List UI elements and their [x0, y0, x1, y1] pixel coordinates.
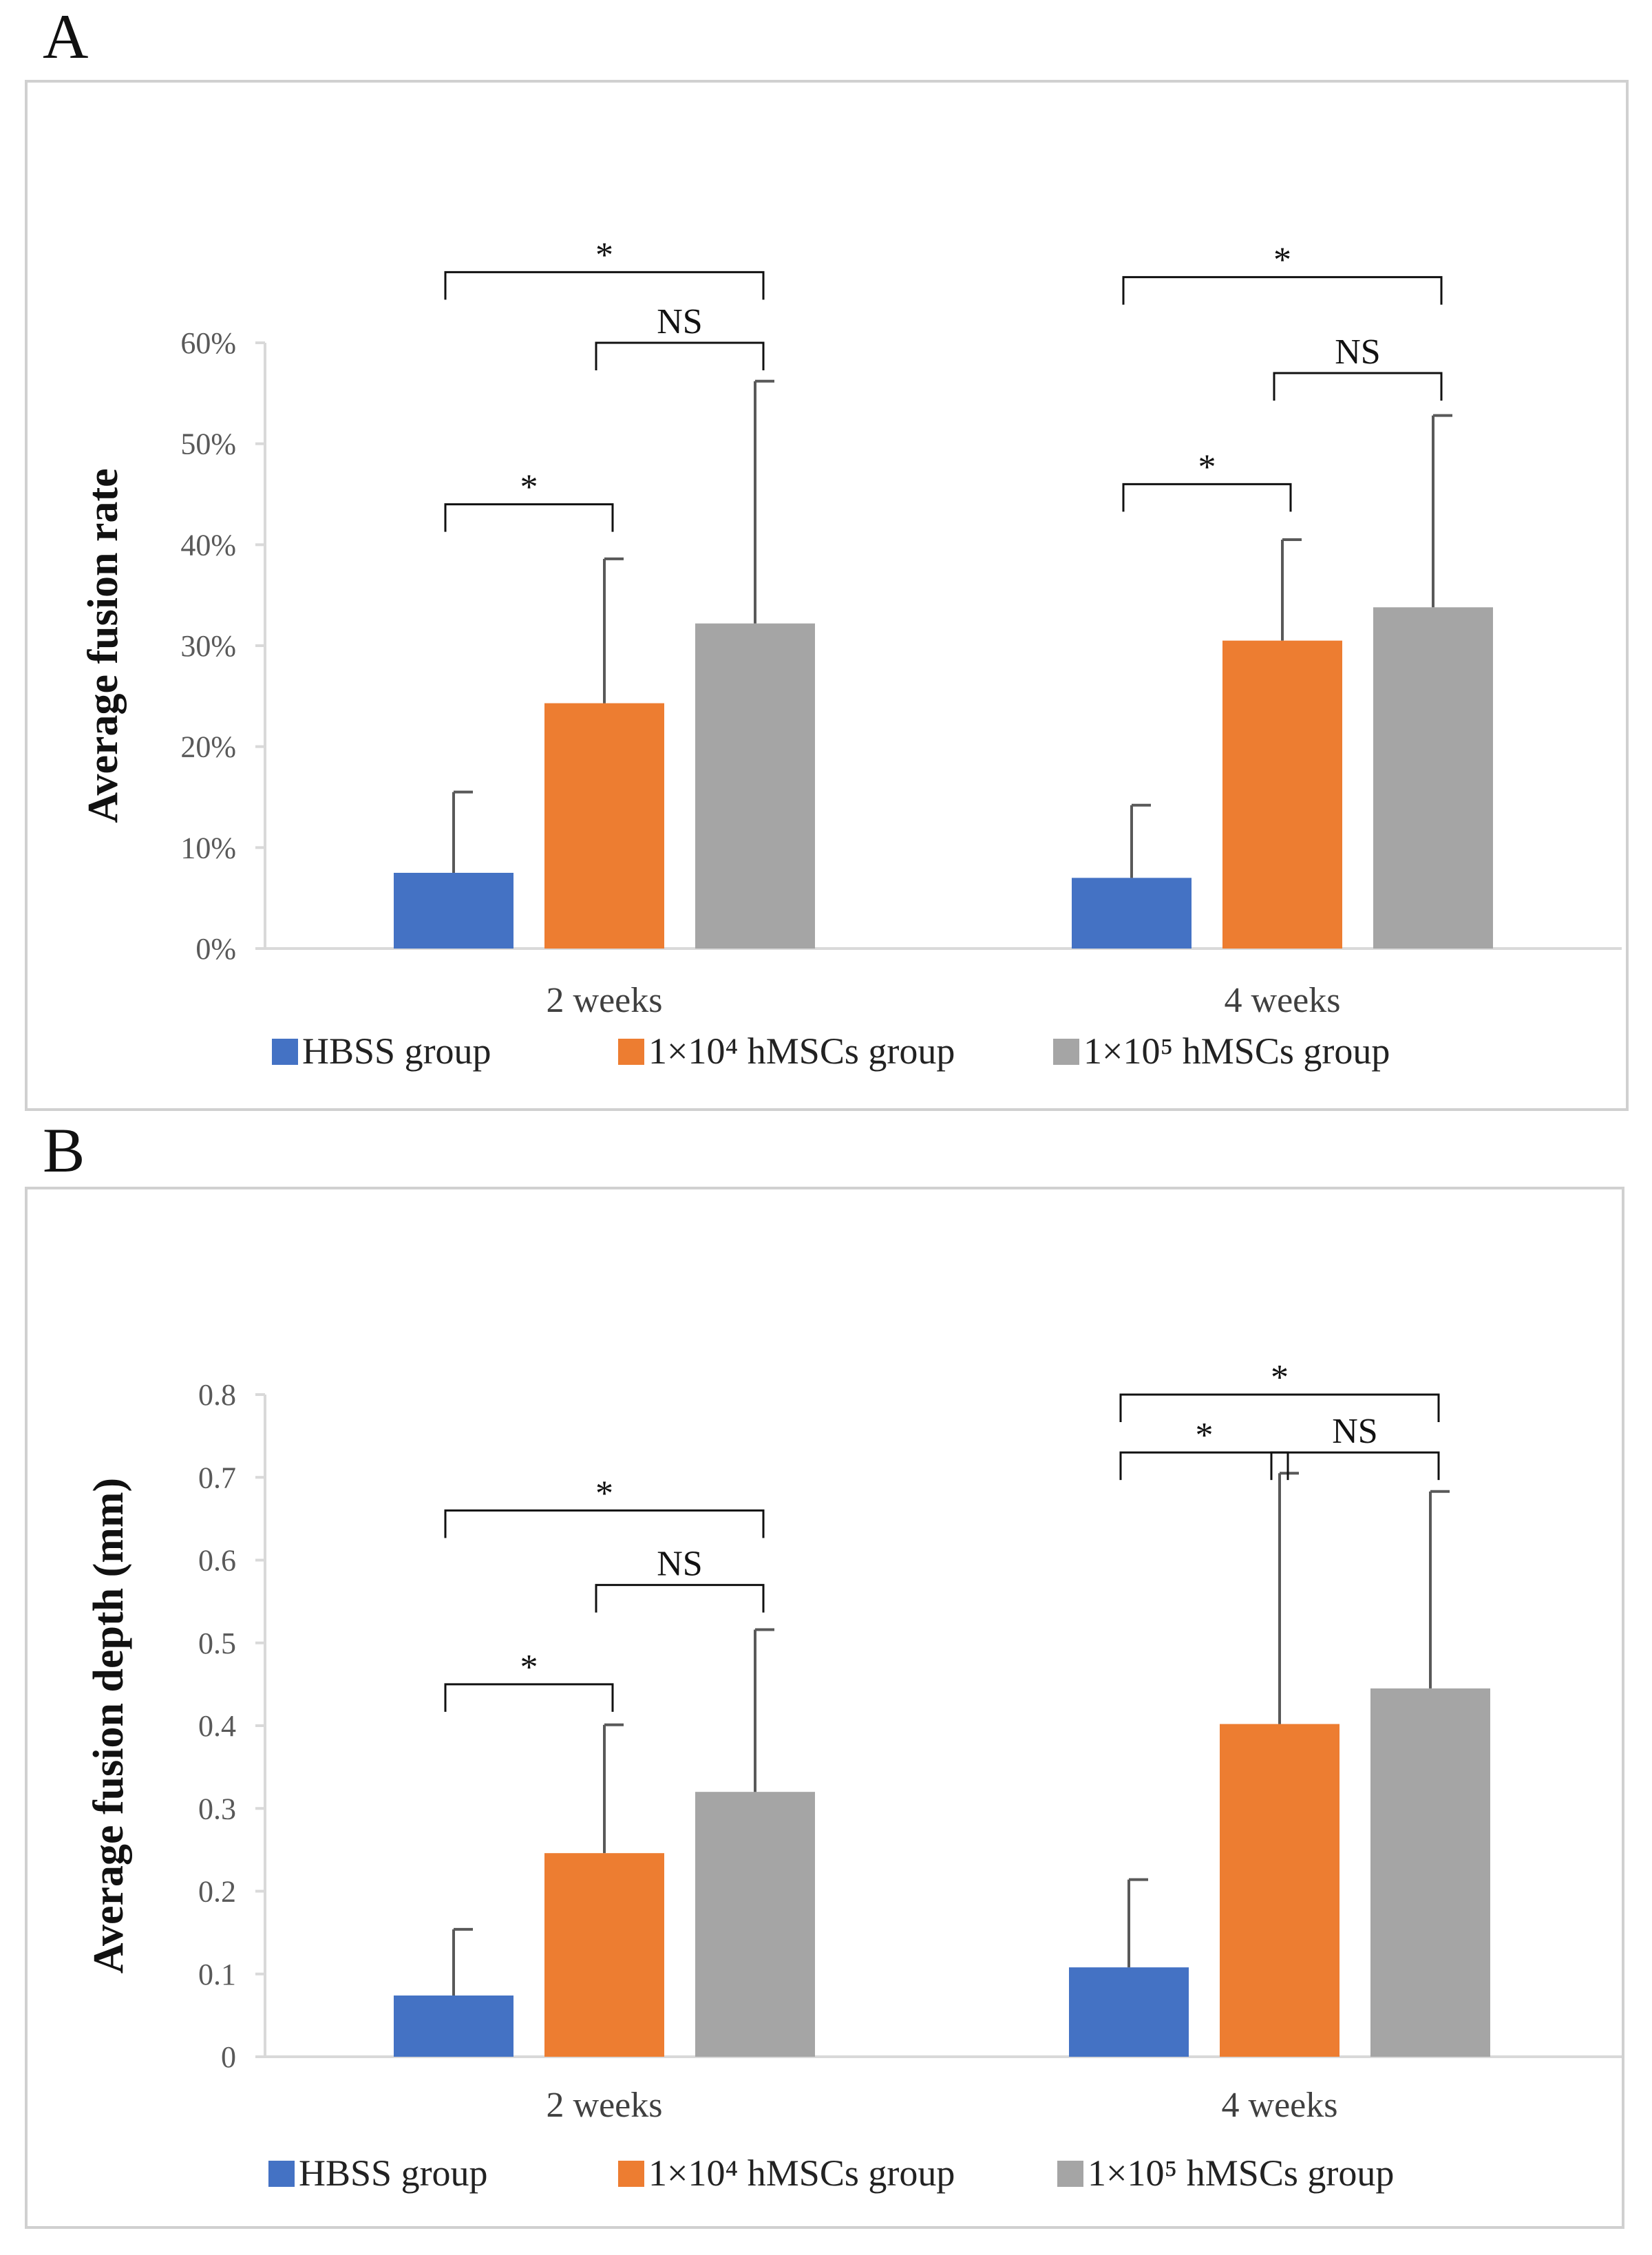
- legend-swatch: [272, 1039, 298, 1065]
- y-tick-label: 0: [221, 2040, 236, 2074]
- y-tick-label: 0%: [195, 932, 236, 966]
- significance-bracket: [444, 271, 765, 300]
- significance-bracket: [444, 503, 614, 532]
- significance-label: NS: [1332, 1412, 1377, 1451]
- bar: [394, 1995, 513, 2057]
- significance-label: NS: [657, 302, 702, 341]
- bar: [1220, 1724, 1339, 2057]
- y-tick-label: 0.1: [198, 1958, 236, 1991]
- significance-label: NS: [1335, 332, 1380, 372]
- significance-label: *: [595, 235, 613, 275]
- category-label: 4 weeks: [1222, 2086, 1338, 2125]
- significance-label: *: [1273, 241, 1291, 280]
- bar: [695, 623, 815, 949]
- y-tick-label: 0.5: [198, 1627, 236, 1660]
- significance-label: *: [1271, 1358, 1289, 1397]
- significance-bracket: [595, 341, 765, 370]
- chart-panel-b: 0 0.1 0.2 0.3 0.4 0.5 0.6 0.7 0.8 Average fusion …: [25, 1187, 1624, 2229]
- y-tick-label: 0.8: [198, 1378, 236, 1412]
- significance-bracket: [1270, 1451, 1440, 1481]
- chart-frame: [25, 80, 1629, 1111]
- legend-label: 1×10⁵ hMSCs group: [1083, 1030, 1390, 1072]
- legend-swatch: [1053, 1039, 1079, 1065]
- significance-bracket: [444, 1509, 765, 1538]
- significance-label: *: [520, 1648, 538, 1687]
- bar: [695, 1792, 815, 2057]
- y-axis-label: Average fusion rate: [80, 468, 127, 823]
- y-tick-label: 30%: [180, 629, 236, 663]
- significance-label: *: [595, 1474, 613, 1513]
- y-tick-label: 0.4: [198, 1709, 236, 1743]
- y-tick-label: 0.7: [198, 1461, 236, 1494]
- y-axis-label: Average fusion depth (mm): [85, 1478, 132, 1973]
- bar: [1373, 607, 1493, 949]
- bar: [1222, 640, 1342, 949]
- legend-swatch: [618, 2161, 644, 2187]
- significance-label: *: [1198, 447, 1216, 487]
- chart-frame: [25, 1187, 1624, 2229]
- significance-bracket: [1119, 1451, 1289, 1481]
- significance-bracket: [1273, 372, 1443, 401]
- legend-label: HBSS group: [299, 2152, 488, 2194]
- category-label: 2 weeks: [547, 2086, 663, 2125]
- significance-label: *: [1196, 1416, 1214, 1455]
- category-label: 4 weeks: [1225, 981, 1341, 1020]
- significance-bracket: [444, 1683, 614, 1712]
- significance-label: NS: [657, 1545, 702, 1584]
- significance-bracket: [1119, 1393, 1440, 1422]
- y-tick-label: 60%: [180, 326, 236, 360]
- legend-swatch: [1057, 2161, 1083, 2187]
- legend-swatch: [618, 1039, 644, 1065]
- bar: [394, 873, 513, 949]
- panel-letter-b: B: [43, 1115, 85, 1185]
- legend-label: 1×10⁵ hMSCs group: [1088, 2152, 1394, 2194]
- y-tick-label: 0.6: [198, 1544, 236, 1578]
- legend-label: HBSS group: [302, 1030, 491, 1072]
- legend-label: 1×10⁴ hMSCs group: [648, 2152, 955, 2194]
- significance-label: *: [520, 468, 538, 507]
- legend-swatch: [268, 2161, 295, 2187]
- significance-bracket: [1122, 276, 1443, 305]
- bar: [544, 1853, 664, 2057]
- y-tick-label: 20%: [180, 730, 236, 764]
- chart-panel-a: 0% 10% 20% 30% 40% 50% 60% Average fusion rate 2…: [25, 80, 1629, 1111]
- y-tick-label: 50%: [180, 427, 236, 461]
- bar: [1069, 1967, 1189, 2057]
- bar: [1072, 878, 1192, 949]
- y-tick-label: 10%: [180, 831, 236, 865]
- y-tick-label: 0.3: [198, 1792, 236, 1825]
- y-tick-label: 40%: [180, 528, 236, 562]
- category-label: 2 weeks: [547, 981, 663, 1020]
- significance-bracket: [1122, 483, 1292, 512]
- significance-bracket: [595, 1584, 765, 1613]
- legend-label: 1×10⁴ hMSCs group: [648, 1030, 955, 1072]
- panel-letter-a: A: [43, 1, 89, 72]
- bar: [544, 703, 664, 949]
- bar: [1370, 1688, 1490, 2057]
- y-tick-label: 0.2: [198, 1875, 236, 1909]
